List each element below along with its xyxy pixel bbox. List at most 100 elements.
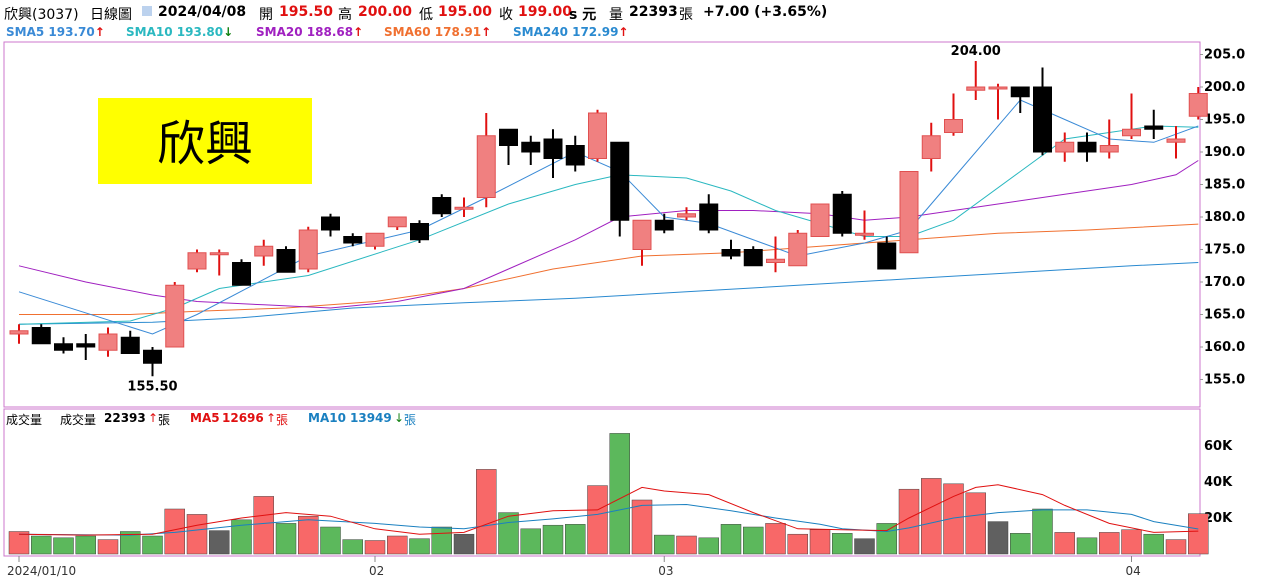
- price-panel-frame: [3, 41, 1201, 408]
- candle-body: [187, 252, 207, 270]
- volume-bar: [854, 538, 875, 555]
- volume-bar: [298, 515, 319, 555]
- ma5-legend-value: 12696: [222, 411, 264, 425]
- candle-body: [499, 128, 518, 146]
- candle-body: [654, 219, 674, 231]
- sma60-legend[interactable]: SMA60 178.91↑: [384, 25, 491, 39]
- candle-body: [766, 258, 785, 263]
- volume-bar: [453, 533, 475, 555]
- volume-legend-arrow: ↑: [148, 411, 159, 425]
- volume-bar: [387, 535, 408, 555]
- sma60-line: [19, 223, 1199, 315]
- volume-bar: [654, 534, 675, 555]
- sma10-value: 193.80: [176, 25, 224, 39]
- candle-body: [9, 330, 29, 335]
- ma10-legend-value: 13949: [350, 411, 392, 425]
- vol-ma5-line: [18, 484, 1199, 536]
- volume-bar: [275, 523, 297, 555]
- candle-body: [944, 119, 963, 133]
- low-value: 195.00: [438, 4, 493, 20]
- price-tick-label: 175.0: [1204, 243, 1245, 258]
- volume-bar: [876, 523, 897, 555]
- date-tick-label: 02: [369, 564, 384, 578]
- price-tick-label: 160.0: [1204, 340, 1245, 355]
- volume-bar: [587, 485, 608, 555]
- volume-bar: [698, 537, 719, 555]
- volume-bar: [609, 433, 630, 555]
- sma5-legend[interactable]: SMA5 193.70↑: [6, 25, 105, 39]
- volume-bar: [631, 499, 653, 555]
- sma240-legend[interactable]: SMA240 172.99↑: [513, 25, 628, 39]
- volume-legend-label: 成交量: [60, 413, 97, 427]
- volume-tick-label: 40K: [1204, 475, 1233, 490]
- ma5-legend-unit: 張: [276, 413, 289, 427]
- date-tick-label: 03: [658, 564, 673, 578]
- volume-bar: [1032, 508, 1053, 555]
- volume-bar: [75, 535, 96, 555]
- volume-label: 量: [609, 7, 623, 23]
- volume-bar: [720, 524, 742, 555]
- candle-body: [810, 203, 830, 237]
- volume-bar: [53, 537, 74, 555]
- volume-bar: [8, 531, 30, 555]
- ma5-legend-arrow: ↑: [266, 411, 277, 425]
- volume-bar: [1188, 513, 1209, 555]
- sma5-label: SMA5: [6, 25, 45, 39]
- volume-bar: [97, 539, 119, 555]
- volume-bar: [520, 528, 541, 555]
- date-tick-label: 04: [1126, 564, 1141, 578]
- volume-legend-unit: 張: [158, 413, 171, 427]
- candle-body: [454, 206, 474, 210]
- sma-legend: SMA5 193.70↑ SMA10 193.80↓ SMA20 188.68↑…: [0, 24, 1272, 42]
- volume-bar: [965, 492, 986, 555]
- price-tick-label: 185.0: [1204, 178, 1245, 193]
- candle-body: [966, 86, 986, 91]
- candles: [9, 61, 1208, 377]
- sma240-label: SMA240: [513, 25, 568, 39]
- candle-body: [921, 135, 941, 159]
- calendar-icon[interactable]: [142, 6, 152, 16]
- candle-body: [677, 213, 696, 218]
- price-tick-label: 155.0: [1204, 373, 1245, 388]
- sma20-legend[interactable]: SMA20 188.68↑: [256, 25, 363, 39]
- open-value: 195.50: [279, 4, 334, 20]
- candle-body: [877, 242, 897, 270]
- volume-bar: [898, 488, 920, 555]
- price-tick-label: 205.0: [1204, 48, 1245, 63]
- volume-bar: [921, 478, 942, 555]
- sma10-legend[interactable]: SMA10 193.80↓: [126, 25, 233, 39]
- open-label: 開: [259, 7, 273, 23]
- candle-body: [76, 343, 96, 348]
- volume-bar: [1143, 533, 1164, 555]
- volume-bar: [809, 529, 831, 555]
- price-tick-label: 170.0: [1204, 275, 1245, 290]
- period-label: 日線圖: [90, 7, 132, 23]
- sma20-label: SMA20: [256, 25, 303, 39]
- stock-name-code: 欣興(3037): [4, 7, 79, 23]
- volume-bar: [832, 533, 853, 555]
- candle-body: [721, 249, 741, 257]
- sma240-arrow: ↑: [618, 25, 629, 39]
- candle-body: [743, 249, 763, 267]
- candle-body: [988, 86, 1008, 90]
- price-tick-label: 180.0: [1204, 210, 1245, 225]
- candle-body: [632, 219, 652, 250]
- price-tick-label: 165.0: [1204, 308, 1245, 323]
- low-label: 低: [419, 7, 433, 23]
- candle-body: [209, 252, 229, 256]
- volume-bars: [8, 433, 1209, 555]
- high-label: 高: [338, 7, 352, 23]
- price-change: +7.00 (+3.65%): [703, 4, 828, 20]
- volume-bar: [1099, 532, 1120, 555]
- volume-title: 成交量: [6, 413, 43, 427]
- volume-bar: [676, 535, 697, 555]
- volume-legend: 成交量 成交量 22393 ↑ 張 MA5 12696 ↑ 張 MA10 139…: [0, 409, 1200, 427]
- stock-label-box: [98, 98, 312, 184]
- candle-body: [254, 245, 274, 257]
- sma5-arrow: ↑: [94, 25, 105, 39]
- volume-bar: [364, 540, 386, 555]
- volume-bar: [943, 483, 964, 555]
- volume-bar: [1010, 533, 1031, 555]
- ma5-legend-label: MA5: [190, 411, 220, 425]
